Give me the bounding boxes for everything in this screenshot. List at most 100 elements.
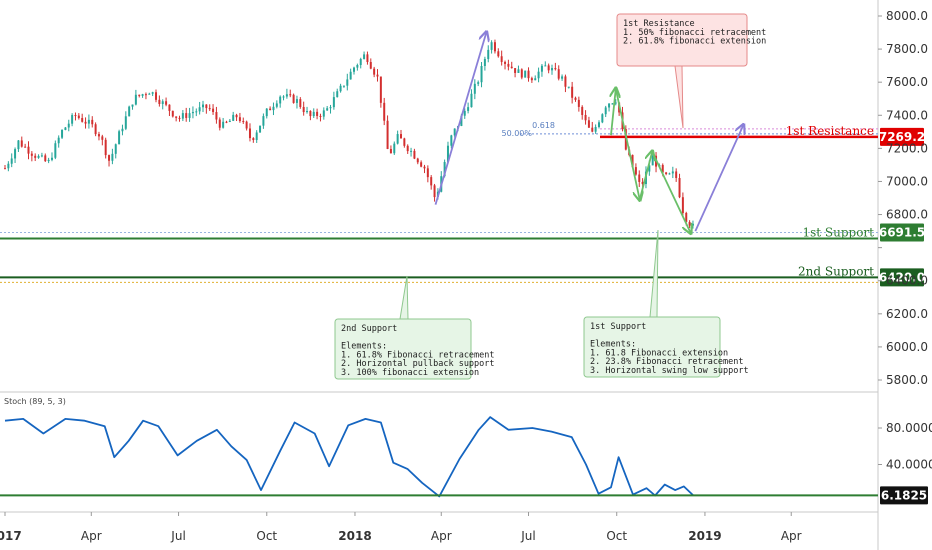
candle-body xyxy=(668,173,671,175)
support1-note-line: 1st Support xyxy=(590,322,646,332)
resistance-note-line: 1st Resistance xyxy=(623,19,695,29)
candle-body xyxy=(232,114,235,121)
candle-body xyxy=(386,120,389,149)
support1-note-line: 1. 61.8 Fibonacci extension xyxy=(590,348,728,358)
support-1-label: 1st Support xyxy=(802,225,874,239)
candle-body xyxy=(144,94,147,96)
candle-body xyxy=(356,65,359,68)
candle-body xyxy=(101,136,104,140)
green-arrow-4 xyxy=(651,151,690,233)
candle-body xyxy=(665,172,668,175)
support2-note-line: 1. 61.8% Fibonacci retracement xyxy=(341,350,495,360)
candle-body xyxy=(473,83,476,94)
candle-body xyxy=(554,68,557,70)
candle-body xyxy=(631,154,634,168)
candle-body xyxy=(393,143,396,154)
candle-body xyxy=(363,54,366,59)
resistance-1-tag xyxy=(880,127,924,146)
candle-body xyxy=(292,94,295,103)
support2-note-line: 3. 100% fibonacci extension xyxy=(341,368,479,378)
stoch-line xyxy=(4,416,695,498)
candle-body xyxy=(608,103,611,108)
candle-body xyxy=(37,155,40,158)
candle-body xyxy=(604,107,607,115)
resistance-note-line: 2. 61.8% fibonacci extension xyxy=(623,37,766,47)
candle-body xyxy=(171,110,174,117)
candle-body xyxy=(20,140,23,147)
candle-body xyxy=(10,158,13,164)
candle-body xyxy=(366,54,369,63)
candle-body xyxy=(306,110,309,113)
candle-body xyxy=(336,91,339,98)
candle-body xyxy=(131,104,134,107)
candle-body xyxy=(4,168,6,170)
candle-body xyxy=(47,159,50,162)
candle-body xyxy=(557,69,560,79)
candle-body xyxy=(165,101,168,105)
candle-body xyxy=(275,103,278,107)
price-tick-label: 6800.0 xyxy=(886,208,928,222)
candle-body xyxy=(252,138,255,141)
candle-body xyxy=(97,134,100,137)
time-tick-label: 2019 xyxy=(688,529,721,543)
candle-body xyxy=(574,97,577,100)
candle-body xyxy=(423,166,426,169)
grid-layer xyxy=(0,0,879,550)
candle-body xyxy=(225,121,228,123)
candle-body xyxy=(188,113,191,118)
candle-body xyxy=(215,112,218,120)
candle-body xyxy=(648,165,651,172)
candle-body xyxy=(24,146,27,148)
support-2-tag-text: 6420.0 xyxy=(879,270,925,284)
support-2-label: 2nd Support xyxy=(798,264,874,278)
support1-note-pointer xyxy=(649,229,659,318)
price-tick-label: 7800.0 xyxy=(886,42,928,56)
support2-note-box xyxy=(334,318,472,380)
candle-body xyxy=(517,69,520,73)
candle-body xyxy=(527,70,530,79)
candle-body xyxy=(272,106,275,111)
candle-body xyxy=(84,121,87,124)
time-tick-label: Oct xyxy=(256,529,277,543)
candle-body xyxy=(61,129,64,138)
candle-body xyxy=(228,120,231,122)
candle-body xyxy=(77,115,80,119)
support2-note: 2nd Support Elements:1. 61.8% Fibonacci r… xyxy=(334,275,495,380)
price-tick-label: 7200.0 xyxy=(886,141,928,155)
candle-body xyxy=(222,121,225,128)
candle-body xyxy=(151,92,154,94)
candle-body xyxy=(463,110,466,116)
resistance-note-line: 1. 50% fibonacci retracement xyxy=(623,28,766,38)
arrows-layer xyxy=(434,33,744,233)
candle-body xyxy=(134,94,137,105)
candles-layer xyxy=(4,39,694,229)
candle-body xyxy=(316,111,319,116)
candle-body xyxy=(584,114,587,121)
price-tick-label: 6400.0 xyxy=(886,274,928,288)
support-1-tag-text: 6691.5 xyxy=(879,225,925,239)
candle-body xyxy=(450,135,453,146)
candle-body xyxy=(34,155,37,158)
resistance-1-label: 1st Resistance xyxy=(786,124,874,138)
candle-body xyxy=(339,85,342,92)
candle-body xyxy=(57,137,60,144)
candle-body xyxy=(155,92,158,100)
candle-body xyxy=(564,76,567,87)
candle-body xyxy=(185,113,188,118)
candle-body xyxy=(500,56,503,62)
candle-body xyxy=(601,114,604,123)
candle-body xyxy=(54,143,57,158)
candle-body xyxy=(410,150,413,152)
candle-body xyxy=(94,124,97,135)
candle-body xyxy=(87,119,90,124)
candle-body xyxy=(67,123,70,128)
candle-body xyxy=(490,42,493,50)
green-arrow-2 xyxy=(614,88,640,200)
candle-body xyxy=(561,76,564,79)
time-tick-label: Apr xyxy=(81,529,102,543)
candle-body xyxy=(312,111,315,117)
candle-body xyxy=(181,113,184,119)
candle-body xyxy=(208,108,211,110)
candle-body xyxy=(114,144,117,154)
candle-body xyxy=(309,110,312,117)
